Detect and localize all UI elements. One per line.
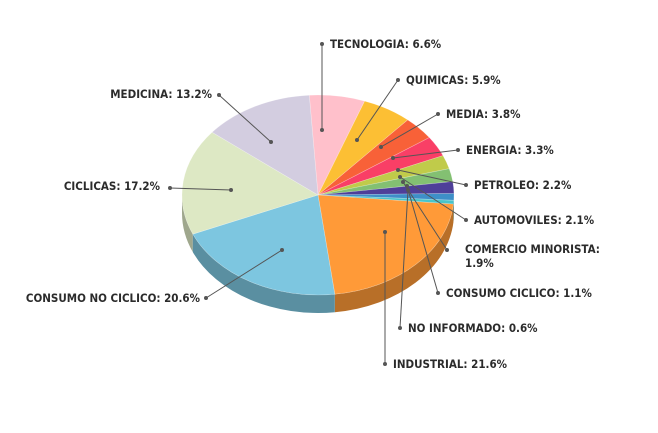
leader-line-comercio-minorista [402,181,448,251]
data-label-industrial: INDUSTRIAL: 21.6% [393,357,508,371]
slice-comercio-minorista [317,181,455,196]
slice-industrial [317,194,454,295]
leader-line-no-informado [399,189,409,329]
label-dot-consumo-no-ciclico [204,296,208,300]
label-dot-media [436,112,440,116]
leader-dot-ciclicas [229,188,233,192]
leader-dot-petroleo [396,168,400,172]
label-dot-quimicas [396,78,400,82]
slice-consumo-no-ciclico [192,194,336,296]
data-label-no-informado: NO INFORMADO: 0.6% [408,321,538,335]
leader-line-medicina [218,94,272,143]
label-dot-consumo-ciclico [436,291,440,295]
data-label-media: MEDIA: 3.8% [446,107,521,121]
leader-line-quimicas [356,79,399,141]
slice-side-industrial [334,204,454,313]
leader-line-petroleo [397,169,467,186]
leader-line-ciclicas [169,187,232,191]
slice-consumo-ciclico [317,193,455,201]
data-label-energia: ENERGIA: 3.3% [466,143,554,157]
slice-side-ciclicas [182,195,193,253]
leader-line-consumo-ciclico [406,185,439,294]
leader-dot-automoviles [398,175,402,179]
label-dot-energia [456,148,460,152]
label-dot-medicina [217,93,221,97]
leader-dot-no-informado [406,188,410,192]
slice-tecnologia [308,94,366,197]
label-dot-ciclicas [168,186,172,190]
slice-no-informado [317,194,455,205]
label-dot-industrial [383,362,387,366]
label-dot-comercio-minorista [445,248,449,252]
leader-dot-industrial [383,230,387,234]
slice-media [317,119,430,196]
leader-line-consumo-no-ciclico [205,249,283,299]
slice-energia [317,137,444,196]
data-label-consumo-ciclico: CONSUMO CICLICO: 1.1% [446,286,593,300]
slice-medicina [211,94,319,196]
leader-line-automoviles [399,176,467,221]
pie-side-walls [182,195,454,313]
slice-petroleo [317,155,450,196]
pie-slices [181,94,455,296]
label-dot-petroleo [464,183,468,187]
leader-dot-energia [391,156,395,160]
leader-dot-medicina [269,140,273,144]
label-dot-automoviles [464,218,468,222]
data-label-quimicas: QUIMICAS: 5.9% [406,73,501,87]
data-label-tecnologia: TECNOLOGIA: 6.6% [330,37,442,51]
label-dot-no-informado [398,326,402,330]
leader-dot-consumo-ciclico [405,184,409,188]
leader-dot-media [379,145,383,149]
slice-side-consumo-no-ciclico [192,234,335,313]
leader-line-energia [392,149,459,159]
data-label-automoviles: AUTOMOVILES: 2.1% [474,213,595,227]
leader-dot-quimicas [355,138,359,142]
data-label-medicina: MEDICINA: 13.2% [110,87,212,101]
leader-line-media [380,113,439,148]
pie-callouts: TECNOLOGIA: 6.6% QUIMICAS: 5.9% MEDIA: 3.8… [26,37,600,371]
label-dot-tecnologia [320,42,324,46]
data-label-consumo-no-ciclico: CONSUMO NO CICLICO: 20.6% [26,291,201,305]
data-label-petroleo: PETROLEO: 2.2% [474,178,572,192]
leader-dot-tecnologia [320,128,324,132]
data-label-ciclicas: CICLICAS: 17.2% [64,179,161,193]
slice-ciclicas [181,131,319,235]
leader-dot-comercio-minorista [401,180,405,184]
slice-automoviles [317,168,454,196]
slice-quimicas [317,100,409,196]
leader-dot-consumo-no-ciclico [280,248,284,252]
data-label-comercio-minorista: COMERCIO MINORISTA: 1.9% [465,242,600,270]
